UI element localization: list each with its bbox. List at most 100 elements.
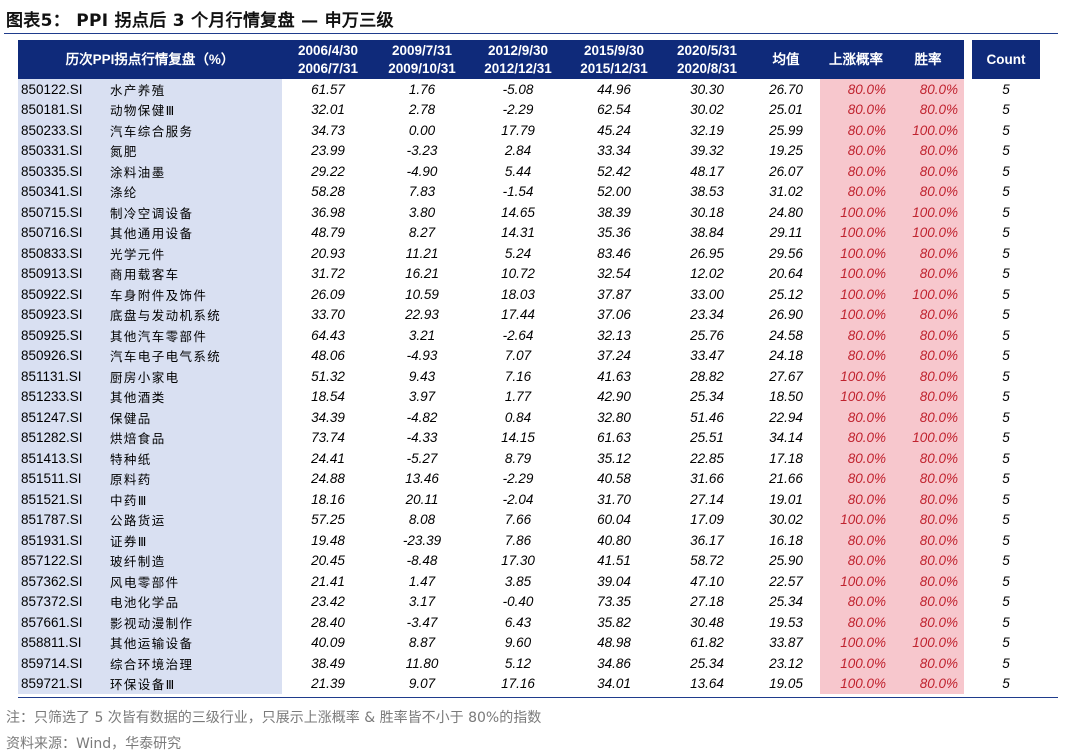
up-probability: 100.0% (820, 673, 893, 694)
period-return-2: 13.46 (405, 471, 439, 487)
table-row: 850926.SI 汽车电子电气系统 48.06 -4.93 7.07 37.24 33.4… (18, 345, 1040, 366)
average-value: 24.80 (769, 204, 803, 220)
industry-name: 动物保健Ⅲ (110, 99, 283, 120)
header-gap (964, 40, 973, 79)
average-value: 25.99 (769, 122, 803, 138)
up-probability: 100.0% (820, 202, 893, 223)
win-rate: 80.0% (892, 386, 965, 407)
industry-name: 涤纶 (110, 181, 283, 202)
period-return-5: 47.10 (690, 573, 724, 589)
period-return-3: 17.30 (501, 553, 535, 569)
period-return-4: 37.24 (597, 348, 631, 364)
up-probability: 80.0% (820, 530, 893, 551)
period-return-1: 48.06 (311, 348, 345, 364)
index-code: 851131.SI (18, 366, 110, 387)
column-gap (964, 591, 973, 612)
win-rate: 80.0% (892, 448, 965, 469)
win-rate: 100.0% (892, 427, 965, 448)
table-row: 851413.SI 特种纸 24.41 -5.27 8.79 35.12 22.85 17.1… (18, 448, 1040, 469)
average-value: 19.01 (769, 491, 803, 507)
count-value: 5 (1002, 122, 1010, 138)
index-code: 850335.SI (18, 161, 110, 182)
period-return-1: 32.01 (311, 102, 345, 118)
table-row: 858811.SI 其他运输设备 40.09 8.87 9.60 48.98 61.82 33… (18, 632, 1040, 653)
period-return-4: 52.00 (597, 184, 631, 200)
period-return-1: 73.74 (311, 430, 345, 446)
column-gap (964, 653, 973, 674)
period-return-1: 34.73 (311, 122, 345, 138)
period-return-5: 27.14 (690, 491, 724, 507)
count-value: 5 (1002, 430, 1010, 446)
table-row: 850341.SI 涤纶 58.28 7.83 -1.54 52.00 38.53 31.02… (18, 181, 1040, 202)
industry-name: 其他汽车零部件 (110, 325, 283, 346)
period-return-4: 32.80 (597, 409, 631, 425)
period-return-3: -2.29 (502, 102, 534, 118)
win-rate: 80.0% (892, 161, 965, 182)
column-gap (964, 366, 973, 387)
average-value: 23.12 (769, 655, 803, 671)
period-return-5: 25.34 (690, 655, 724, 671)
table-bottom-rule (18, 697, 1058, 698)
period-return-1: 57.25 (311, 512, 345, 528)
period-return-3: 17.16 (501, 676, 535, 692)
table-row: 851282.SI 烘焙食品 73.74 -4.33 14.15 61.63 25.51 34… (18, 427, 1040, 448)
column-gap (964, 284, 973, 305)
win-rate: 80.0% (892, 673, 965, 694)
column-gap (964, 571, 973, 592)
period-return-1: 29.22 (311, 163, 345, 179)
win-rate: 80.0% (892, 489, 965, 510)
up-probability: 80.0% (820, 427, 893, 448)
period-return-4: 42.90 (597, 389, 631, 405)
period-return-3: 9.60 (504, 635, 532, 651)
period-return-3: 14.15 (501, 430, 535, 446)
win-rate: 80.0% (892, 407, 965, 428)
period-return-5: 17.09 (690, 512, 724, 528)
period-return-2: 16.21 (405, 266, 439, 282)
header-period-4: 2015/9/30 2015/12/31 (566, 40, 663, 79)
win-rate: 80.0% (892, 571, 965, 592)
industry-name: 玻纤制造 (110, 550, 283, 571)
industry-name: 烘焙食品 (110, 427, 283, 448)
period-return-2: -3.23 (406, 143, 438, 159)
index-code: 850925.SI (18, 325, 110, 346)
period-return-2: 22.93 (405, 307, 439, 323)
win-rate: 80.0% (892, 468, 965, 489)
up-probability: 80.0% (820, 468, 893, 489)
period-return-5: 23.34 (690, 307, 724, 323)
average-value: 26.07 (769, 163, 803, 179)
period-return-2: 1.76 (408, 81, 436, 97)
industry-name: 车身附件及饰件 (110, 284, 283, 305)
industry-name: 中药Ⅲ (110, 489, 283, 510)
up-probability: 80.0% (820, 120, 893, 141)
period-return-5: 28.82 (690, 368, 724, 384)
period-return-1: 21.41 (311, 573, 345, 589)
count-value: 5 (1002, 184, 1010, 200)
table-row: 850913.SI 商用载客车 31.72 16.21 10.72 32.54 12.02 2… (18, 263, 1040, 284)
period-return-3: 5.12 (504, 655, 532, 671)
average-value: 29.11 (769, 225, 803, 241)
industry-name: 汽车电子电气系统 (110, 345, 283, 366)
column-gap (964, 448, 973, 469)
index-code: 851931.SI (18, 530, 110, 551)
column-gap (964, 79, 973, 100)
up-probability: 100.0% (820, 653, 893, 674)
period-return-3: 14.65 (501, 204, 535, 220)
period-return-4: 32.54 (597, 266, 631, 282)
period-return-2: -8.48 (406, 553, 438, 569)
period-return-4: 34.86 (597, 655, 631, 671)
period-return-5: 51.46 (690, 409, 724, 425)
period-return-5: 38.84 (690, 225, 724, 241)
period-return-2: -4.33 (406, 430, 438, 446)
period-return-3: 7.66 (504, 512, 532, 528)
period-return-4: 83.46 (597, 245, 631, 261)
win-rate: 100.0% (892, 284, 965, 305)
average-value: 25.90 (769, 553, 803, 569)
period-return-5: 33.00 (690, 286, 724, 302)
period-return-4: 40.58 (597, 471, 631, 487)
table-row: 850922.SI 车身附件及饰件 26.09 10.59 18.03 37.87 33.0… (18, 284, 1040, 305)
period-return-1: 33.70 (311, 307, 345, 323)
column-gap (964, 489, 973, 510)
index-code: 850341.SI (18, 181, 110, 202)
index-code: 850122.SI (18, 79, 110, 100)
industry-table: 历次PPI拐点行情复盘（%） 2006/4/30 2006/7/31 2009/7… (18, 40, 1041, 694)
